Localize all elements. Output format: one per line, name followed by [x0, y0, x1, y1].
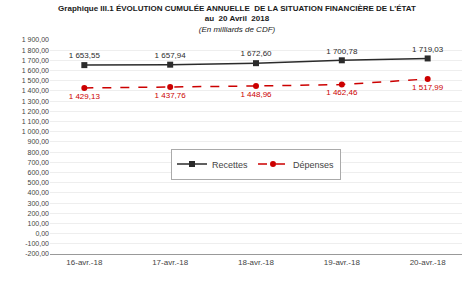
svg-text:1 200,00: 1 200,00: [22, 108, 49, 115]
svg-text:1 448,96: 1 448,96: [240, 90, 272, 99]
svg-text:600,00: 600,00: [28, 169, 50, 176]
svg-text:500,00: 500,00: [28, 179, 50, 186]
svg-text:1 300,00: 1 300,00: [22, 98, 49, 105]
svg-text:1 672,60: 1 672,60: [240, 49, 272, 58]
svg-text:100,00: 100,00: [28, 220, 50, 227]
svg-text:1 653,55: 1 653,55: [69, 51, 101, 60]
svg-text:1 657,94: 1 657,94: [155, 51, 187, 60]
svg-text:1 100,00: 1 100,00: [22, 118, 49, 125]
svg-text:-100,00: -100,00: [25, 240, 49, 247]
svg-text:400,00: 400,00: [28, 189, 50, 196]
svg-text:Recettes: Recettes: [212, 160, 248, 170]
svg-text:1 800,00: 1 800,00: [22, 47, 49, 54]
svg-text:19-avr.-18: 19-avr.-18: [324, 258, 361, 267]
svg-text:200,00: 200,00: [28, 210, 50, 217]
svg-text:16-avr.-18: 16-avr.-18: [66, 258, 103, 267]
svg-text:Graphique III.1 ÉVOLUTION CUMU: Graphique III.1 ÉVOLUTION CUMULÉE ANNUEL…: [58, 4, 416, 34]
svg-text:1 437,76: 1 437,76: [155, 91, 187, 100]
svg-text:Dépenses: Dépenses: [293, 160, 334, 170]
svg-text:1 600,00: 1 600,00: [22, 67, 49, 74]
svg-text:800,00: 800,00: [28, 149, 50, 156]
svg-text:300,00: 300,00: [28, 200, 50, 207]
svg-text:1 462,46: 1 462,46: [326, 88, 358, 97]
svg-text:17-avr.-18: 17-avr.-18: [152, 258, 189, 267]
svg-text:1 400,00: 1 400,00: [22, 87, 49, 94]
svg-text:1 429,13: 1 429,13: [69, 92, 101, 101]
svg-text:-200,00: -200,00: [25, 250, 49, 257]
svg-text:900,00: 900,00: [28, 138, 50, 145]
svg-text:1 719,03: 1 719,03: [412, 45, 444, 54]
svg-text:1 700,78: 1 700,78: [326, 47, 358, 56]
svg-text:1 900,00: 1 900,00: [22, 36, 49, 43]
svg-text:700,00: 700,00: [28, 159, 50, 166]
svg-text:18-avr.-18: 18-avr.-18: [238, 258, 275, 267]
svg-text:1 517,99: 1 517,99: [412, 83, 444, 92]
svg-text:20-avr.-18: 20-avr.-18: [410, 258, 447, 267]
svg-text:1 000,00: 1 000,00: [22, 128, 49, 135]
svg-text:1 700,00: 1 700,00: [22, 57, 49, 64]
svg-text:1 500,00: 1 500,00: [22, 77, 49, 84]
svg-text:0,00: 0,00: [35, 230, 49, 237]
